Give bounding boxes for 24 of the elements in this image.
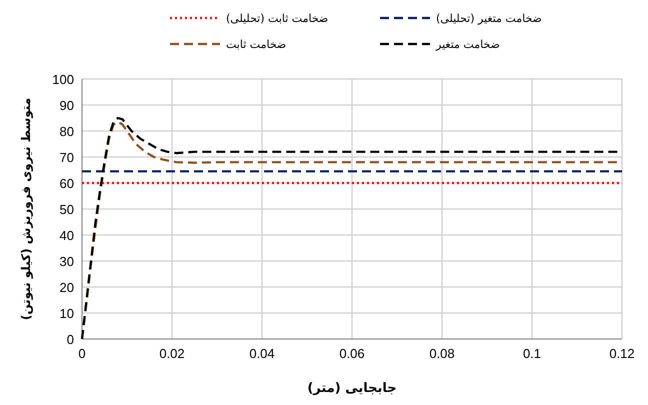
y-axis-title: متوسط نیروی فروریزش (کیلو نیوتن) xyxy=(19,98,33,320)
x-tick-label: 0 xyxy=(78,346,86,361)
y-tick-label: 10 xyxy=(60,306,74,321)
legend-label: ضخامت ثابت xyxy=(226,38,286,51)
x-tick-label: 0.12 xyxy=(609,346,635,361)
legend-label: ضخامت متغیر (تحلیلی) xyxy=(436,12,542,25)
y-tick-label: 50 xyxy=(60,202,74,217)
y-tick-label: 90 xyxy=(60,98,74,113)
x-tick-label: 0.06 xyxy=(339,346,365,361)
x-tick-label: 0.08 xyxy=(429,346,455,361)
y-tick-label: 70 xyxy=(60,150,74,165)
y-tick-label: 20 xyxy=(60,280,74,295)
x-tick-label: 0.04 xyxy=(249,346,275,361)
legend-label: ضخامت متغیر xyxy=(435,38,500,51)
x-tick-label: 0.02 xyxy=(159,346,185,361)
y-tick-label: 30 xyxy=(60,254,74,269)
x-tick-label: 0.1 xyxy=(522,346,542,361)
x-axis-title: جابجایی (متر) xyxy=(307,381,397,396)
y-tick-label: 60 xyxy=(60,176,74,191)
y-tick-label: 40 xyxy=(60,228,74,243)
y-tick-label: 0 xyxy=(66,332,74,347)
legend-label: ضخامت ثابت (تحلیلی) xyxy=(226,12,328,25)
y-tick-label: 100 xyxy=(52,72,74,87)
y-tick-label: 80 xyxy=(60,124,74,139)
